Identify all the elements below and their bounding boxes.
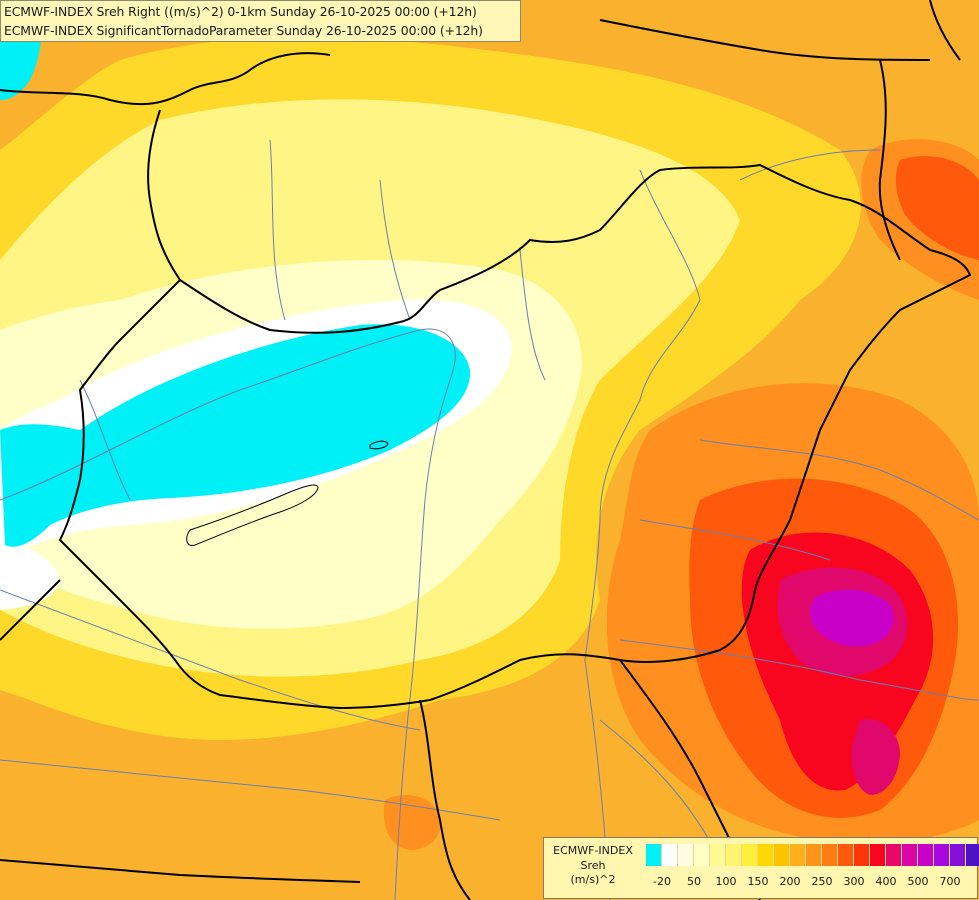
legend-swatch [854, 844, 870, 866]
legend-swatch [646, 844, 662, 866]
legend-tick-label: 100 [715, 875, 737, 888]
legend-swatch [902, 844, 918, 866]
legend-swatch [726, 844, 742, 866]
river-northeast [739, 149, 881, 181]
field-white-west [0, 540, 60, 610]
legend-tick-label: 400 [875, 875, 897, 888]
border-south-c [0, 859, 361, 883]
legend-swatch [886, 844, 902, 866]
color-legend: ECMWF-INDEX Sreh (m/s)^2 -20 50 100 150 200 2… [543, 837, 979, 899]
legend-caption-line-1: ECMWF-INDEX [553, 844, 633, 857]
border-north-country [147, 109, 181, 281]
legend-swatch [694, 844, 710, 866]
legend-tick-label: 700 [939, 875, 961, 888]
field-purple-core [810, 589, 894, 647]
legend-swatch [806, 844, 822, 866]
legend-swatch [918, 844, 934, 866]
legend-tick-label: 250 [811, 875, 833, 888]
legend-swatch-strip [646, 844, 979, 866]
lake-small [369, 440, 389, 450]
map-title-box: ECMWF-INDEX Sreh Right ((m/s)^2) 0-1km S… [0, 0, 521, 42]
legend-tick-label: -20 [653, 875, 671, 888]
river-north-a [269, 139, 286, 321]
field-cyan-band [0, 324, 471, 547]
legend-swatch [710, 844, 726, 866]
river-tisza [584, 169, 701, 900]
river-west-a [79, 379, 131, 501]
legend-swatch [742, 844, 758, 866]
legend-swatch [950, 844, 966, 866]
lake-outline [186, 484, 319, 546]
legend-swatch [758, 844, 774, 866]
legend-swatch [870, 844, 886, 866]
river-east-b [639, 519, 831, 561]
legend-swatch [966, 844, 979, 866]
legend-swatch [822, 844, 838, 866]
river-drava [0, 589, 421, 731]
legend-caption: ECMWF-INDEX Sreh (m/s)^2 [544, 844, 642, 888]
river-danube [0, 328, 456, 900]
border-main-country [58, 163, 972, 710]
river-east-a [699, 439, 979, 521]
river-east-c [619, 639, 979, 701]
legend-tick-label: 500 [907, 875, 929, 888]
legend-tick-label: 200 [779, 875, 801, 888]
legend-caption-line-3: (m/s)^2 [570, 873, 616, 886]
legend-swatch [934, 844, 950, 866]
border-south-a [419, 699, 471, 900]
legend-tick-label: 300 [843, 875, 865, 888]
legend-swatch [774, 844, 790, 866]
border-north-west [0, 52, 331, 106]
legend-swatch [662, 844, 678, 866]
legend-swatch [678, 844, 694, 866]
border-west [0, 579, 61, 641]
river-north-b [379, 179, 411, 321]
field-magenta-south [851, 719, 900, 795]
river-north-c [519, 249, 546, 381]
border-east-upper [878, 59, 901, 261]
legend-swatch [838, 844, 854, 866]
map-title-line-2: ECMWF-INDEX SignificantTornadoParameter … [4, 23, 483, 38]
map-title-line-1: ECMWF-INDEX Sreh Right ((m/s)^2) 0-1km S… [4, 4, 477, 19]
border-northeast-small [929, 0, 961, 61]
legend-tick-labels: -20 50 100 150 200 250 300 400 500 700 [646, 875, 976, 889]
field-red-orange-northeast [895, 156, 979, 260]
legend-tick-label: 150 [747, 875, 769, 888]
legend-caption-line-2: Sreh [580, 858, 606, 872]
legend-tick-label: 50 [687, 875, 701, 888]
border-north-east [599, 19, 931, 61]
legend-swatch [790, 844, 806, 866]
